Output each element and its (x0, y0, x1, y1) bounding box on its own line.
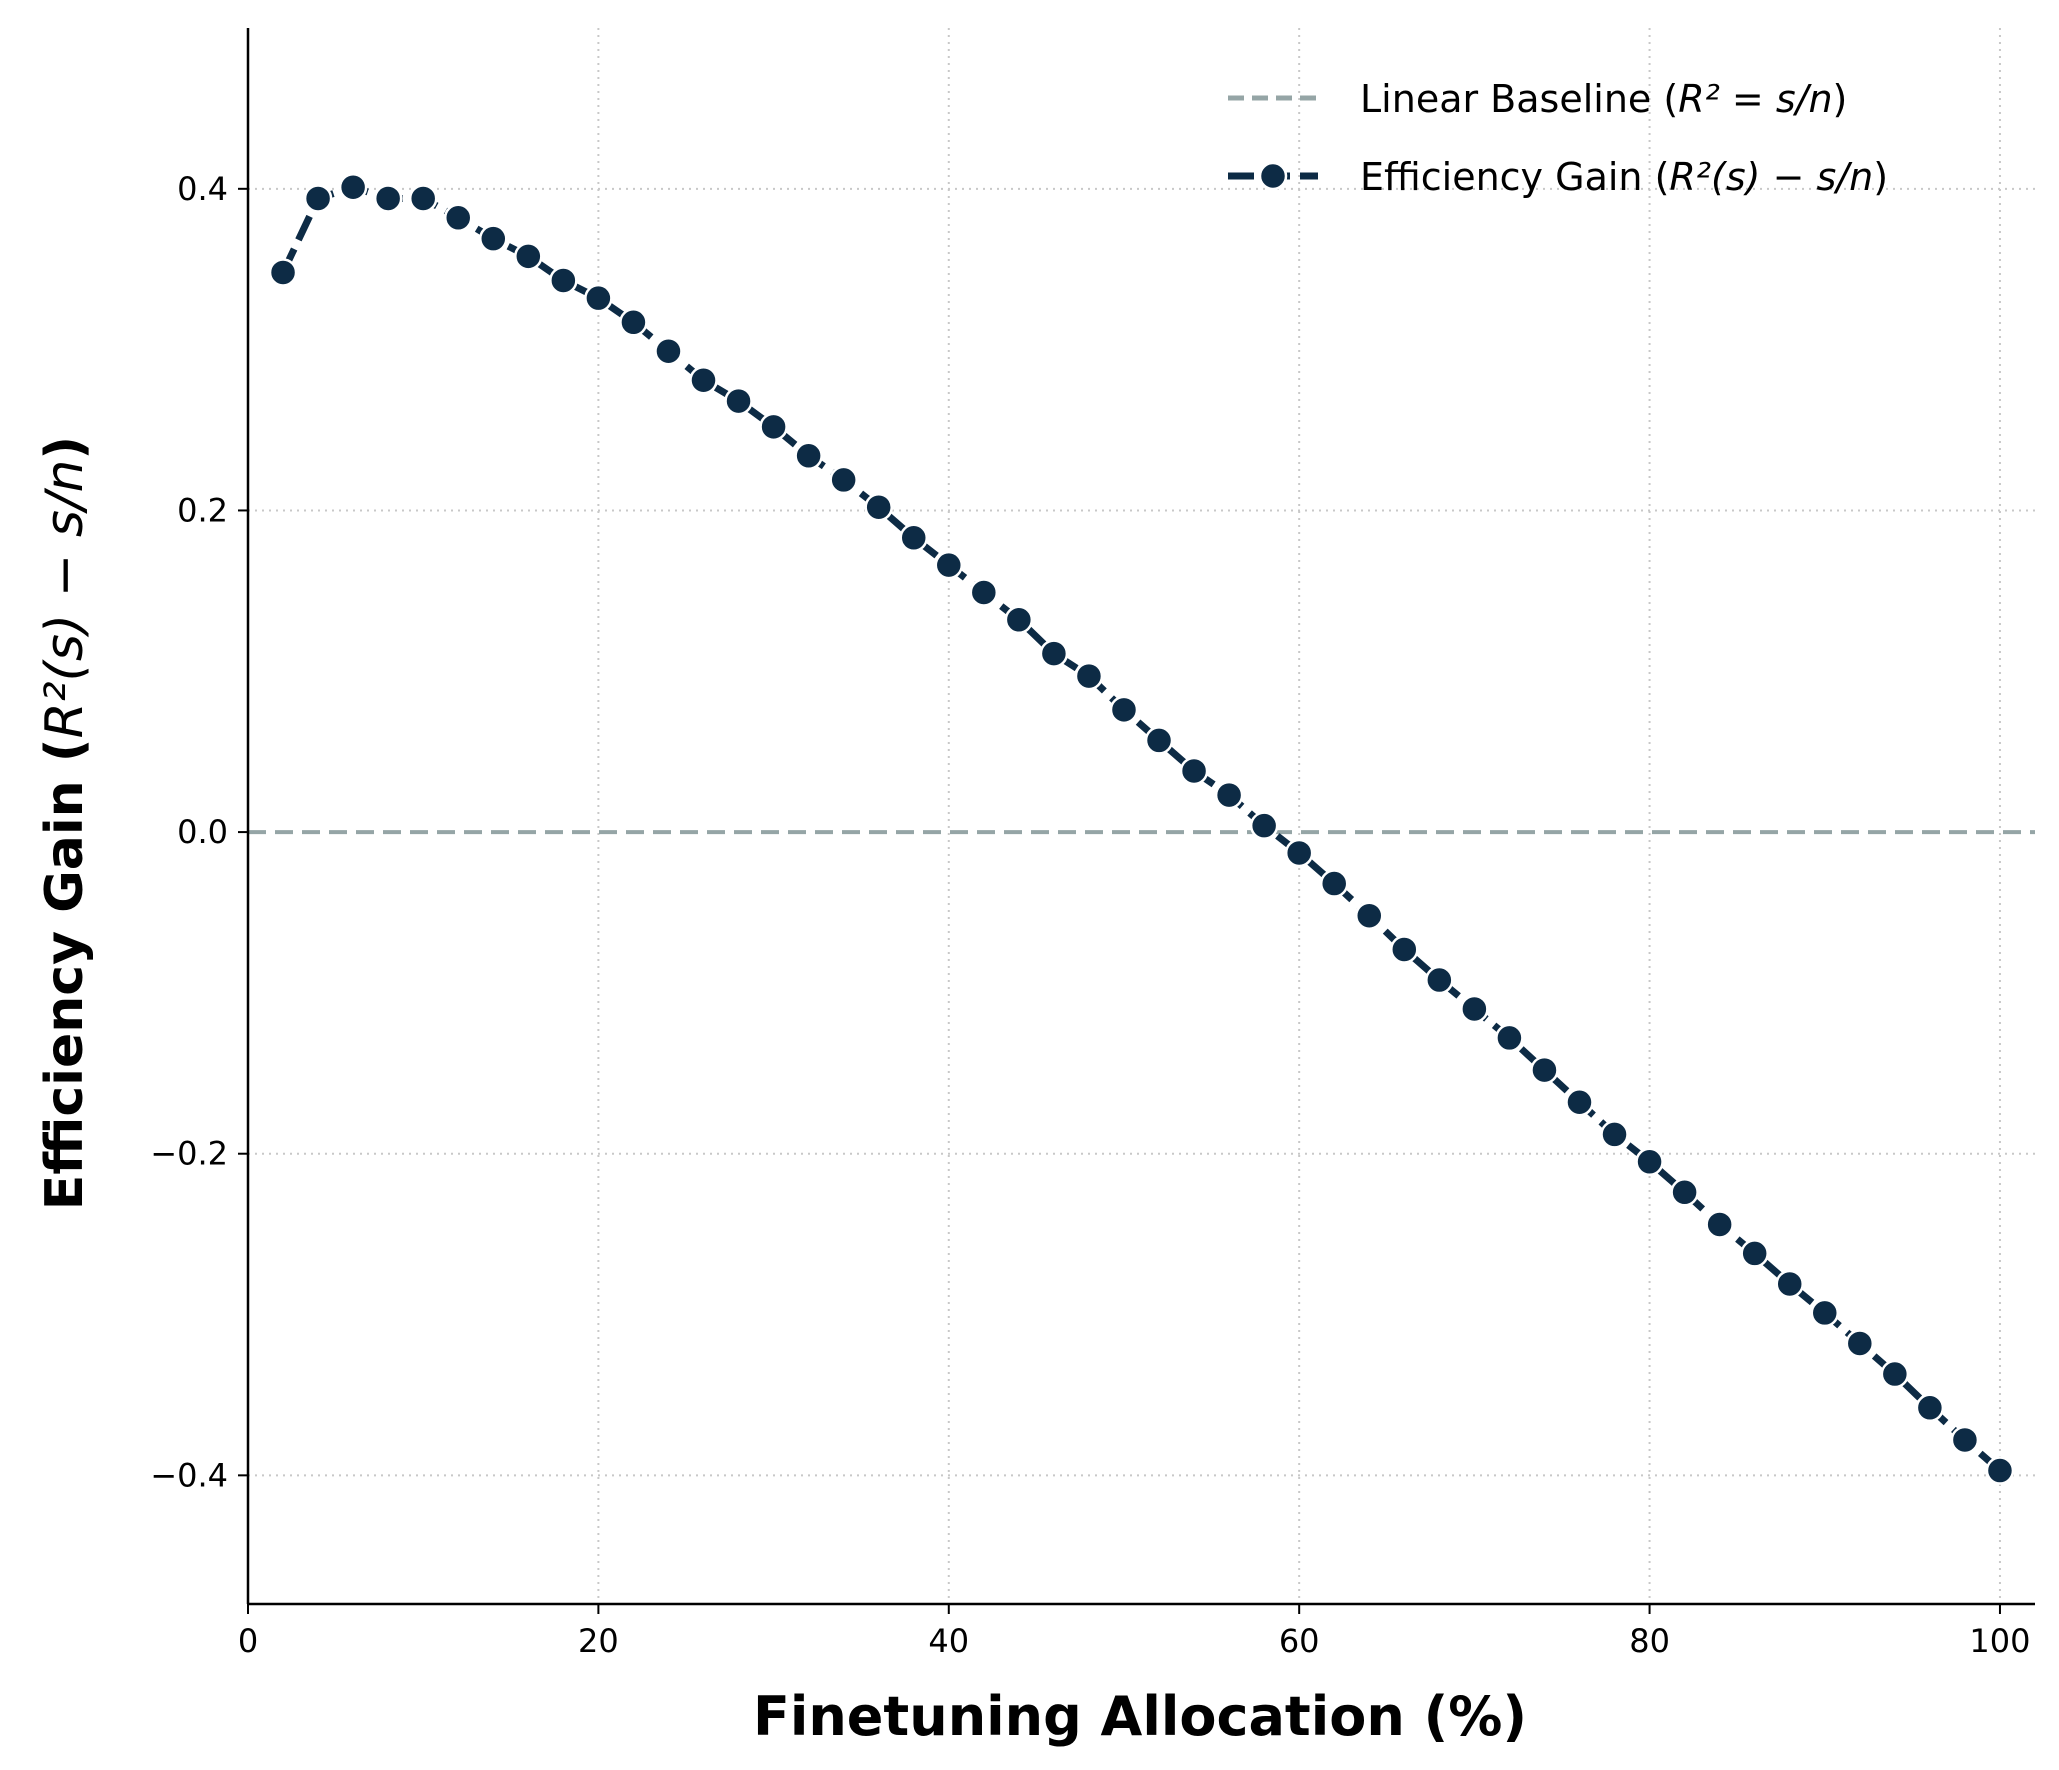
y-tick-label: 0.2 (177, 491, 228, 529)
efficiency-gain-point (1880, 1359, 1910, 1389)
efficiency-gain-point (408, 184, 438, 213)
efficiency-gain-point (1845, 1329, 1875, 1358)
efficiency-gain-point (549, 266, 578, 295)
efficiency-gain-point (1740, 1239, 1769, 1268)
y-tick-label: 0.4 (177, 170, 228, 208)
efficiency-gain-point (1775, 1269, 1804, 1299)
efficiency-gain-point (1810, 1298, 1840, 1328)
x-tick-label: 20 (578, 1622, 619, 1660)
legend-gain-math: R²(s) − s/n (1669, 155, 1873, 199)
efficiency-gain-point (584, 283, 613, 313)
efficiency-gain-point (1950, 1425, 1980, 1455)
legend-baseline-plain: Linear Baseline ( (1360, 77, 1678, 121)
efficiency-gain-point (1565, 1088, 1594, 1117)
grid-lines (248, 28, 2035, 1604)
efficiency-gain-point (1915, 1393, 1945, 1423)
efficiency-gain-point (1530, 1055, 1559, 1085)
efficiency-gain-point (759, 412, 788, 442)
efficiency-gain-point (724, 386, 753, 416)
efficiency-gain-point (1144, 726, 1174, 755)
efficiency-gain-point (1249, 811, 1279, 840)
efficiency-gain-point (338, 172, 368, 202)
efficiency-gain-point (1705, 1210, 1734, 1239)
efficiency-gain-point (864, 492, 893, 522)
x-tick-label: 0 (238, 1622, 258, 1660)
efficiency-gain-point (619, 308, 648, 337)
axes (246, 28, 2035, 1606)
x-tick-label: 100 (1969, 1622, 2030, 1660)
efficiency-gain-point (1635, 1147, 1664, 1177)
efficiency-gain-point (1284, 838, 1314, 868)
efficiency-gain-point (1004, 605, 1034, 635)
efficiency-gain-point (794, 441, 823, 471)
efficiency-gain-point (1074, 661, 1104, 691)
efficiency-gain-point (479, 224, 508, 253)
efficiency-gain-point (303, 184, 333, 213)
tick-marks: 0 20 40 60 80 100 −0.4 −0.2 0.0 0.2 0.4 (150, 170, 2030, 1660)
efficiency-gain-point (1390, 935, 1419, 964)
efficiency-gain-point (1214, 780, 1244, 810)
efficiency-gain-point (1319, 869, 1349, 898)
efficiency-gain-point (1670, 1178, 1699, 1207)
x-tick-label: 40 (928, 1622, 969, 1660)
legend-gain-label: Efficiency Gain (R²(s) − s/n) (1360, 155, 1888, 199)
efficiency-gain-point (689, 365, 718, 395)
efficiency-gain-point (1600, 1120, 1629, 1149)
efficiency-gain-point (934, 550, 964, 580)
y-tick-label: −0.4 (150, 1456, 228, 1494)
efficiency-gain-point (1985, 1456, 2015, 1485)
efficiency-gain-point (1425, 965, 1454, 995)
legend: Linear Baseline (R² = s/n) Efficiency Ga… (1228, 77, 1888, 199)
efficiency-gain-point (443, 203, 473, 233)
efficiency-gain-point (1460, 994, 1489, 1024)
legend-gain-plain: Efficiency Gain ( (1360, 155, 1669, 199)
efficiency-gain-point (1109, 695, 1139, 725)
legend-gain-marker (1258, 161, 1288, 191)
y-tick-label: 0.0 (177, 813, 228, 851)
efficiency-gain-point (829, 465, 858, 495)
efficiency-gain-point (899, 523, 928, 553)
y-axis-title: Efficiency Gain (R²(s) − s/n) (35, 436, 95, 1210)
x-tick-label: 80 (1629, 1622, 1670, 1660)
legend-baseline-label: Linear Baseline (R² = s/n) (1360, 77, 1847, 121)
efficiency-gain-point (514, 242, 543, 271)
efficiency-gain-point (1495, 1023, 1524, 1053)
x-tick-label: 60 (1279, 1622, 1320, 1660)
legend-baseline-math: R² = s/n (1678, 77, 1832, 121)
efficiency-gain-point (1039, 639, 1069, 668)
legend-baseline-close: ) (1833, 77, 1848, 121)
efficiency-gain-point (969, 578, 999, 607)
efficiency-gain-line (279, 183, 2003, 1474)
y-axis-title-math: R²(s) − s/n (35, 460, 95, 739)
legend-gain-close: ) (1873, 155, 1888, 199)
efficiency-gain-point (268, 258, 298, 287)
x-axis-title: Finetuning Allocation (%) (753, 1685, 1527, 1748)
efficiency-gain-point (654, 336, 683, 366)
efficiency-gain-point (1179, 756, 1209, 786)
y-axis-title-close: ) (35, 436, 95, 460)
y-axis-title-text: Efficiency Gain ( (35, 738, 95, 1210)
y-tick-label: −0.2 (150, 1135, 228, 1173)
series-layer (248, 172, 2035, 1485)
efficiency-gain-point (373, 184, 403, 213)
efficiency-gain-point (1355, 901, 1384, 930)
